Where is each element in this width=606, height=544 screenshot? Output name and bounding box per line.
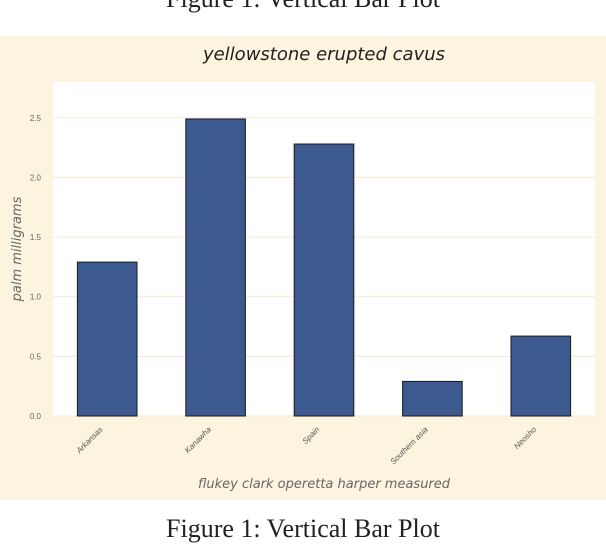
y-tick-label: 1.0	[30, 293, 42, 302]
x-tick-label: Kanawha	[183, 425, 213, 455]
figure-caption-bottom: Figure 1: Vertical Bar Plot	[166, 514, 440, 543]
y-tick-labels: 0.0 0.5 1.0 1.5 2.0 2.5	[30, 114, 42, 421]
x-tick-labels: Arkansas Kanawha Spain Southern asia Neosho	[74, 425, 539, 467]
chart-panel: 0.0 0.5 1.0 1.5 2.0 2.5 Arkansas Kanawha Spain S…	[0, 36, 606, 500]
x-tick-label: Neosho	[512, 425, 538, 451]
x-tick-label: Spain	[301, 425, 322, 446]
bar-arkansas	[76, 261, 138, 417]
bar-neosho	[510, 335, 572, 417]
chart-title: yellowstone erupted cavus	[202, 44, 445, 65]
y-tick-label: 0.0	[30, 412, 42, 421]
y-tick-label: 2.0	[30, 173, 42, 182]
bars	[76, 118, 572, 417]
x-axis-title: flukey clark operetta harper measured	[198, 477, 451, 492]
bar-kanawha	[185, 118, 246, 417]
y-tick-label: 1.5	[30, 233, 42, 242]
x-tick-label: Southern asia	[389, 425, 431, 467]
y-tick-label: 0.5	[30, 352, 42, 361]
bar-southern-asia	[402, 380, 463, 417]
y-axis-title: palm milligrams	[10, 196, 25, 302]
bar-spain	[293, 143, 355, 417]
figure-caption-top: Figure 1: Vertical Bar Plot	[0, 0, 606, 14]
bar-chart: 0.0 0.5 1.0 1.5 2.0 2.5 Arkansas Kanawha Spain S…	[10, 44, 595, 492]
x-tick-label: Arkansas	[74, 425, 105, 456]
y-tick-label: 2.5	[30, 114, 42, 123]
